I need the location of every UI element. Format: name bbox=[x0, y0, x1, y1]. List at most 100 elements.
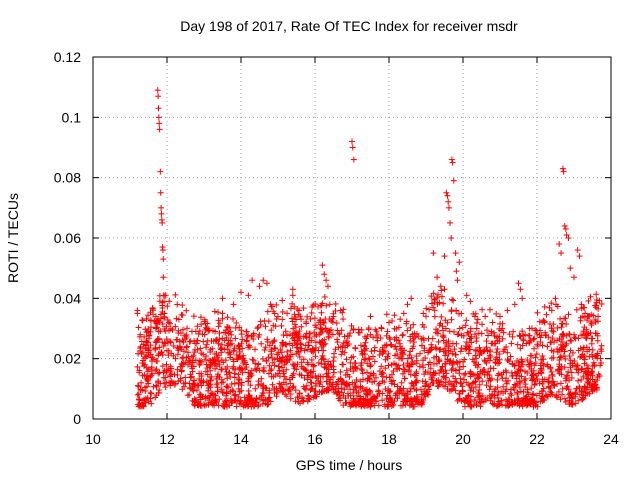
data-point bbox=[567, 357, 574, 364]
data-point bbox=[245, 332, 252, 339]
data-point bbox=[279, 297, 286, 304]
data-point bbox=[409, 331, 416, 338]
data-point bbox=[230, 347, 237, 354]
data-point bbox=[561, 222, 568, 229]
data-point bbox=[479, 321, 486, 328]
data-point bbox=[407, 348, 414, 355]
data-point bbox=[424, 388, 431, 395]
data-point bbox=[421, 337, 428, 344]
data-point bbox=[298, 316, 305, 323]
data-point bbox=[413, 368, 420, 375]
data-point bbox=[350, 386, 357, 393]
data-point bbox=[450, 382, 457, 389]
data-point bbox=[296, 353, 303, 360]
data-point bbox=[386, 389, 393, 396]
data-point bbox=[308, 368, 315, 375]
data-point bbox=[471, 358, 478, 365]
data-point bbox=[519, 358, 526, 365]
data-point bbox=[380, 370, 387, 377]
data-point bbox=[568, 337, 575, 344]
data-point bbox=[147, 317, 154, 324]
data-point bbox=[219, 402, 226, 409]
data-point bbox=[509, 372, 516, 379]
data-point bbox=[176, 338, 183, 345]
data-point bbox=[554, 380, 561, 387]
data-point bbox=[504, 356, 511, 363]
data-point bbox=[289, 300, 296, 307]
data-point bbox=[329, 319, 336, 326]
data-point bbox=[472, 378, 479, 385]
data-point bbox=[519, 295, 526, 302]
data-point bbox=[289, 286, 296, 293]
data-point bbox=[279, 364, 286, 371]
y-tick-label: 0.02 bbox=[54, 351, 81, 367]
data-point bbox=[463, 379, 470, 386]
x-tick-label: 22 bbox=[529, 431, 545, 447]
data-point bbox=[348, 354, 355, 361]
data-point bbox=[507, 390, 514, 397]
data-point bbox=[515, 280, 522, 287]
data-point bbox=[254, 325, 261, 332]
data-point bbox=[145, 335, 152, 342]
data-point bbox=[547, 339, 554, 346]
data-point bbox=[517, 379, 524, 386]
data-point bbox=[279, 342, 286, 349]
data-point bbox=[160, 256, 167, 263]
data-point bbox=[307, 330, 314, 337]
data-point bbox=[498, 388, 505, 395]
data-point bbox=[533, 392, 540, 399]
data-point bbox=[219, 295, 226, 302]
data-point bbox=[556, 241, 563, 248]
data-point bbox=[470, 388, 477, 395]
data-point bbox=[440, 368, 447, 375]
data-point bbox=[476, 352, 483, 359]
data-point bbox=[307, 316, 314, 323]
data-point bbox=[262, 384, 269, 391]
data-point bbox=[505, 377, 512, 384]
data-point bbox=[305, 361, 312, 368]
data-point bbox=[367, 362, 374, 369]
data-point bbox=[586, 353, 593, 360]
data-point bbox=[338, 385, 345, 392]
data-point bbox=[280, 387, 287, 394]
data-point bbox=[540, 378, 547, 385]
data-point bbox=[203, 324, 210, 331]
data-point bbox=[407, 337, 414, 344]
data-point bbox=[391, 381, 398, 388]
data-point bbox=[495, 370, 502, 377]
data-point bbox=[475, 374, 482, 381]
data-point bbox=[228, 399, 235, 406]
data-point bbox=[357, 342, 364, 349]
data-point bbox=[324, 328, 331, 335]
data-point bbox=[305, 342, 312, 349]
data-point bbox=[324, 283, 331, 290]
data-point bbox=[144, 394, 151, 401]
data-point bbox=[349, 144, 356, 151]
data-point bbox=[225, 340, 232, 347]
data-point bbox=[148, 390, 155, 397]
data-point bbox=[180, 354, 187, 361]
data-point bbox=[562, 377, 569, 384]
data-point bbox=[167, 320, 174, 327]
data-point bbox=[291, 311, 298, 318]
data-point bbox=[569, 395, 576, 402]
data-point bbox=[482, 313, 489, 320]
data-point bbox=[327, 361, 334, 368]
y-axis-ticks: 0 0.02 0.04 0.06 0.08 0.1 0.12 bbox=[54, 49, 611, 427]
data-point bbox=[321, 387, 328, 394]
data-point bbox=[401, 347, 408, 354]
data-point bbox=[174, 344, 181, 351]
data-point bbox=[503, 380, 510, 387]
data-point bbox=[341, 333, 348, 340]
data-point bbox=[407, 324, 414, 331]
data-point bbox=[168, 365, 175, 372]
data-point bbox=[448, 316, 455, 323]
data-point bbox=[541, 319, 548, 326]
data-point bbox=[292, 324, 299, 331]
data-point bbox=[504, 307, 511, 314]
data-point bbox=[582, 368, 589, 375]
data-point bbox=[389, 317, 396, 324]
data-point bbox=[370, 353, 377, 360]
data-point bbox=[210, 394, 217, 401]
data-point bbox=[296, 328, 303, 335]
